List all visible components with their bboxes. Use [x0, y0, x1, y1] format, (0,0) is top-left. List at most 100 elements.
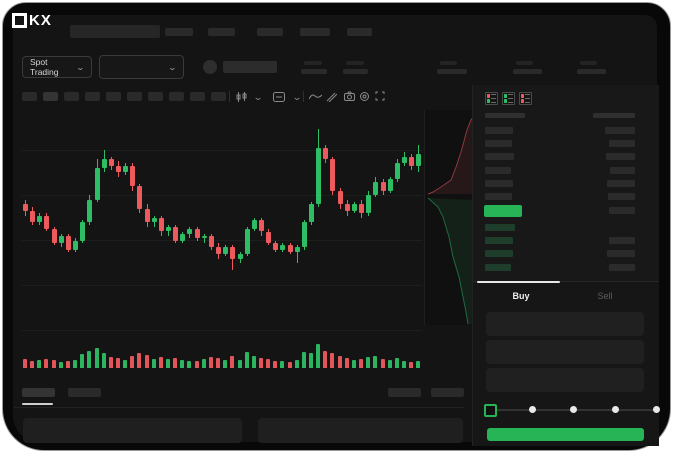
volume-bar — [266, 359, 271, 368]
timeframe-button[interactable] — [64, 92, 79, 101]
orderbook-asks-icon[interactable] — [519, 92, 532, 105]
candle — [80, 222, 86, 241]
candle — [30, 211, 36, 223]
ask-price-placeholder[interactable] — [485, 166, 511, 174]
ask-price-placeholder[interactable] — [485, 193, 512, 200]
pair-selector[interactable]: ⌄ — [99, 55, 184, 79]
candle — [201, 236, 207, 239]
fullscreen-icon[interactable] — [374, 90, 386, 102]
orderbook-header-right — [593, 113, 635, 118]
timeframe-button[interactable] — [148, 92, 163, 101]
colorbar-segment — [487, 94, 490, 98]
timeframe-button[interactable] — [22, 92, 37, 101]
volume-bar — [373, 355, 378, 368]
bids-depth-line — [427, 197, 469, 325]
depth-chart — [424, 110, 476, 325]
candle-type-icon[interactable] — [234, 91, 248, 102]
okx-logo[interactable]: KX — [12, 12, 52, 29]
orderbook-icon-lines — [508, 94, 513, 103]
nav-item[interactable] — [300, 28, 330, 36]
ask-price-placeholder[interactable] — [485, 153, 514, 161]
draw-brush-icon[interactable] — [325, 90, 338, 102]
candle — [294, 247, 300, 252]
nav-item[interactable] — [257, 28, 283, 36]
candle — [73, 240, 79, 250]
timeframe-button[interactable] — [169, 92, 184, 101]
volume-bar — [294, 360, 299, 368]
candle — [244, 229, 250, 255]
chevron-down-icon[interactable]: ⌄ — [252, 91, 264, 102]
chevron-down-icon[interactable]: ⌄ — [291, 91, 303, 102]
camera-icon[interactable] — [343, 90, 355, 102]
volume-bar — [258, 357, 263, 368]
tab-buy[interactable]: Buy — [512, 291, 530, 301]
orderbook-bids-icon[interactable] — [502, 92, 515, 105]
bid-amount-placeholder — [607, 250, 635, 258]
total-input[interactable] — [486, 368, 644, 392]
bottom-tab-active[interactable] — [22, 388, 55, 397]
orderbook-combined-icon[interactable] — [485, 92, 498, 105]
slider-stop[interactable] — [653, 406, 660, 413]
candle — [351, 204, 357, 212]
bid-amount-placeholder — [609, 263, 635, 271]
interval-box-icon[interactable] — [272, 91, 285, 102]
volume-bar — [108, 357, 113, 368]
price-input[interactable] — [486, 312, 644, 336]
bottom-row-placeholder — [23, 418, 242, 443]
colorbar-segment — [487, 99, 490, 103]
slider-stop[interactable] — [528, 406, 536, 413]
volume-bar — [151, 358, 156, 368]
stat-value-placeholder — [577, 69, 606, 74]
bid-price-placeholder[interactable] — [485, 237, 513, 245]
colorbar-segment — [504, 99, 507, 103]
bottom-tab[interactable] — [68, 388, 101, 397]
ask-price-placeholder[interactable] — [485, 127, 513, 134]
slider-handle[interactable] — [484, 404, 497, 417]
volume-bar — [201, 358, 206, 368]
last-price-badge[interactable] — [484, 205, 522, 217]
candle — [94, 167, 100, 200]
volume-bar — [359, 359, 364, 368]
orderbook-icon-colorbar — [487, 94, 490, 103]
settings-gear-icon[interactable] — [358, 90, 370, 102]
nav-item[interactable] — [208, 28, 235, 36]
tab-sell[interactable]: Sell — [597, 291, 613, 301]
bottom-action-placeholder[interactable] — [388, 388, 421, 397]
ask-price-placeholder[interactable] — [485, 179, 513, 187]
bottom-action-placeholder[interactable] — [431, 388, 464, 397]
volume-bar — [58, 361, 63, 368]
bid-price-placeholder[interactable] — [485, 263, 511, 271]
bid-price-placeholder[interactable] — [485, 224, 515, 231]
indicator-wave-icon[interactable] — [309, 91, 322, 102]
volume-bar — [23, 359, 27, 368]
global-search-placeholder[interactable] — [70, 25, 160, 38]
amount-input[interactable] — [486, 340, 644, 364]
volume-bar — [230, 355, 235, 368]
timeframe-button[interactable] — [211, 92, 226, 101]
colorbar-segment — [504, 94, 507, 98]
timeframe-button[interactable] — [85, 92, 100, 101]
buy-submit-button[interactable] — [487, 428, 644, 441]
timeframe-button[interactable] — [106, 92, 121, 101]
bid-price-placeholder[interactable] — [485, 250, 513, 258]
chevron-down-icon: ⌄ — [75, 62, 86, 72]
ask-price-placeholder[interactable] — [485, 140, 512, 148]
timeframe-button[interactable] — [127, 92, 142, 101]
market-type-selector[interactable]: Spot Trading ⌄ — [22, 56, 92, 78]
candle — [344, 204, 350, 212]
ask-amount-placeholder — [606, 153, 635, 161]
candle-wick — [203, 233, 205, 243]
nav-item[interactable] — [347, 28, 372, 36]
chevron-down-icon: ⌄ — [167, 62, 178, 72]
nav-item[interactable] — [165, 28, 193, 36]
slider-stop[interactable] — [611, 406, 619, 413]
slider-stop[interactable] — [570, 406, 577, 413]
volume-bar — [37, 360, 42, 368]
volume-bar — [401, 360, 406, 368]
candle — [416, 154, 422, 166]
volume-bar — [251, 356, 256, 368]
volume-bar — [51, 360, 56, 368]
candle — [208, 236, 214, 248]
timeframe-button[interactable] — [190, 92, 205, 101]
timeframe-button-selected[interactable] — [43, 92, 58, 101]
